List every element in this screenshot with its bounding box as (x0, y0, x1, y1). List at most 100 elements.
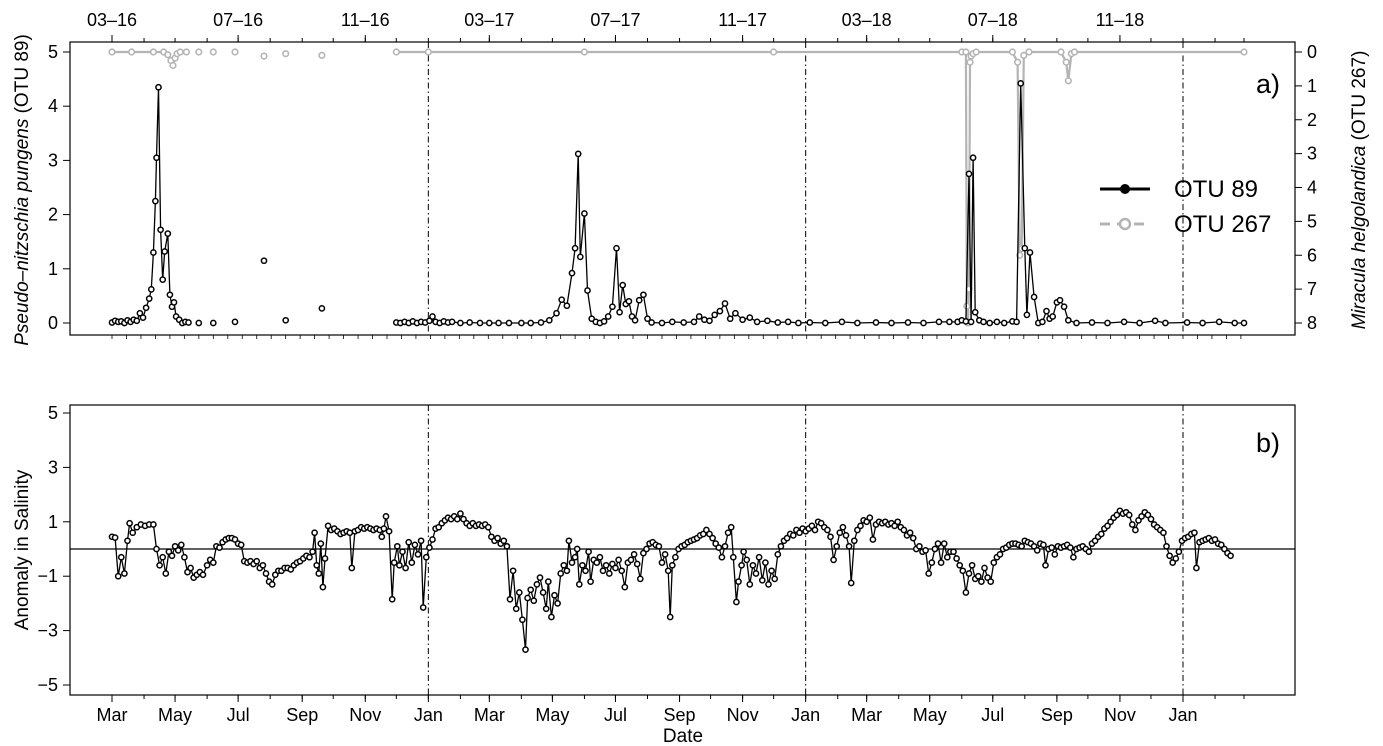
top-x-tick-label: 11–17 (718, 10, 767, 30)
otu-89-point (1240, 319, 1248, 327)
salinity-point (752, 570, 760, 577)
salinity-line (111, 510, 1232, 651)
salinity-point (317, 540, 325, 547)
salinity-point (1018, 542, 1026, 550)
salinity-point (124, 537, 131, 545)
top-x-tick-label: 07–17 (590, 10, 640, 30)
salinity-point (542, 605, 550, 613)
year-boundary-lines (427, 42, 1184, 335)
salinity-point (959, 567, 967, 575)
salinity-point (321, 555, 329, 562)
salinity-point (718, 553, 726, 561)
otu-89-point (969, 154, 977, 162)
salinity-point (811, 526, 819, 534)
salinity-point (385, 527, 393, 535)
otu-89-point (1049, 313, 1057, 320)
otu-89-point (980, 318, 987, 326)
salinity-point (956, 561, 964, 569)
x-tick-label: Sep (286, 705, 318, 725)
salinity-point (378, 533, 386, 541)
salinity-point (1175, 548, 1183, 556)
otu-89-point (185, 319, 192, 326)
panel-b: −5 −3 −1 1 3 5 Mar May Jul Sep Nov Jan Mar May Jul Sep… (12, 403, 1296, 746)
top-x-tick-label: 07–18 (968, 10, 1018, 30)
salinity-point (633, 560, 641, 568)
otu-89-point (155, 83, 162, 91)
right-y-axis-title: Miracula helgolandica (OTU 267) (1349, 51, 1370, 330)
otu-89-point (527, 319, 535, 327)
y-axis-title: Anomaly in Salinity (12, 469, 33, 630)
x-tick-label: May (535, 705, 569, 725)
y-axis: −5 −3 −1 1 3 5 (37, 403, 71, 695)
otu-89-point (558, 296, 566, 304)
otu-89-point (838, 318, 846, 326)
otu-89-point (429, 313, 436, 320)
otu-89-point (476, 319, 484, 327)
otu-89-point (716, 307, 724, 315)
salinity-point (533, 581, 541, 588)
x-tick-label: Nov (349, 705, 381, 725)
top-x-tick-label: 03–16 (87, 10, 137, 30)
salinity-point (129, 529, 137, 537)
otu-89-point (147, 286, 155, 293)
right-y-tick-label: 7 (1307, 279, 1317, 299)
salinity-point (1070, 553, 1077, 561)
salinity-point (866, 514, 874, 522)
salinity-point (666, 613, 674, 621)
salinity-point (1040, 541, 1047, 549)
salinity-point (1132, 526, 1139, 534)
left-y-tick-label: 5 (48, 42, 58, 62)
otu-89-point (1231, 319, 1239, 327)
salinity-point (668, 561, 676, 569)
otu-267-point (1240, 48, 1248, 56)
salinity-point (150, 521, 157, 528)
otu-89-point (711, 311, 719, 319)
otu-89-point (1104, 319, 1111, 327)
salinity-point (612, 564, 619, 572)
otu-89-point (152, 197, 159, 205)
otu-89-point (774, 319, 782, 326)
salinity-point (527, 586, 535, 594)
otu-89-point (806, 319, 814, 326)
salinity-point (768, 567, 775, 575)
otu-89-point (1183, 319, 1191, 326)
salinity-point (1172, 555, 1180, 562)
otu-89-point (1000, 319, 1008, 327)
salinity-point (755, 553, 763, 561)
salinity-point (746, 581, 754, 588)
salinity-point (554, 600, 561, 607)
otu-267-point (1057, 48, 1065, 56)
x-tick-label: Nov (1104, 705, 1136, 725)
otu-89-point (282, 316, 290, 324)
salinity-point (1048, 544, 1056, 551)
otu-89-point (1215, 318, 1223, 326)
otu-89-point (854, 319, 861, 327)
panel-a-tag: a) (1256, 69, 1280, 99)
salinity-point (765, 581, 772, 588)
salinity-point (174, 547, 182, 554)
salinity-point (847, 579, 855, 587)
salinity-point (962, 589, 970, 596)
left-y-tick-label: 0 (48, 313, 58, 333)
salinity-point (789, 532, 797, 539)
salinity-point (925, 570, 933, 577)
otu-89-point (701, 316, 708, 324)
otu-89-point (150, 249, 157, 256)
otu-89-point (619, 281, 627, 289)
salinity-point (262, 570, 270, 577)
salinity-point (509, 567, 517, 575)
salinity-point (643, 545, 650, 553)
salinity-point (426, 544, 433, 551)
x-tick-label: Mar (474, 705, 505, 725)
salinity-point (771, 575, 779, 583)
salinity-point (393, 542, 401, 550)
otu-89-point (1073, 319, 1080, 327)
salinity-point (519, 616, 526, 624)
otu-89-point (170, 299, 178, 306)
x-tick-label: May (158, 705, 192, 725)
otu-89-point (1017, 80, 1025, 87)
salinity-point (422, 553, 430, 561)
salinity-point (605, 570, 613, 577)
salinity-point (568, 559, 576, 566)
otu-89-point (635, 296, 643, 304)
